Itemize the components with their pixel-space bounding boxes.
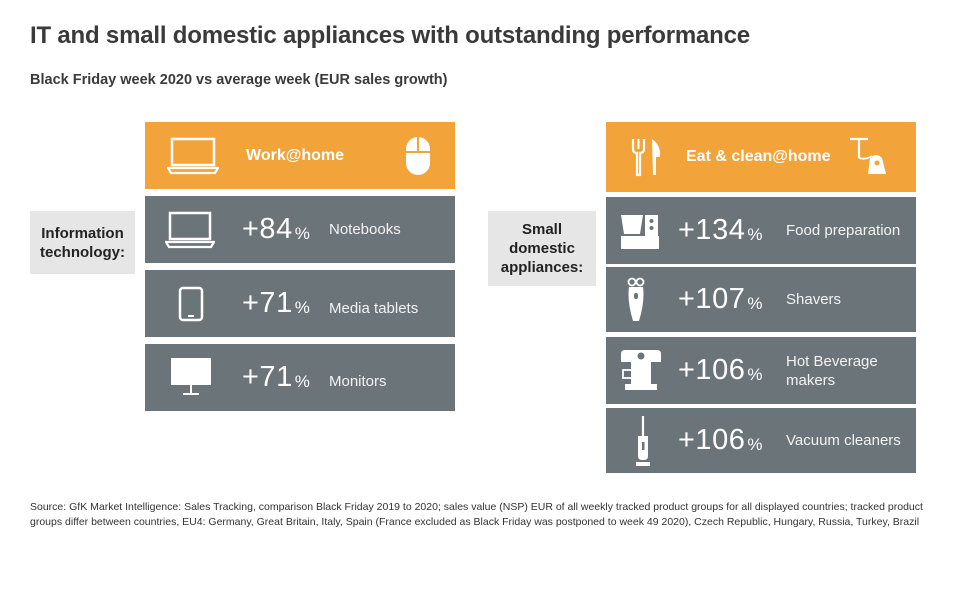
product-name: Hot Beverage makers	[786, 352, 878, 389]
vacuum-cleaner-icon	[633, 414, 651, 468]
product-name: Monitors	[329, 373, 387, 390]
monitor-icon	[170, 357, 212, 397]
product-name: Vacuum cleaners	[786, 432, 901, 449]
growth-value: +71%	[242, 361, 311, 393]
row-vacuum-cleaners: +106% Vacuum cleaners	[606, 408, 916, 473]
row-notebooks: +84% Notebooks	[145, 196, 455, 263]
coffee-machine-icon	[619, 348, 663, 392]
growth-value: +106%	[678, 424, 763, 456]
row-media-tablets: +71% Media tablets	[145, 270, 455, 337]
page-subtitle: Black Friday week 2020 vs average week (…	[30, 72, 448, 88]
header-work-at-home: Work@home	[145, 122, 455, 189]
header-label: Work@home	[246, 146, 344, 164]
page-title: IT and small domestic appliances with ou…	[30, 22, 750, 49]
growth-value: +134%	[678, 214, 763, 246]
product-name: Media tablets	[329, 300, 419, 317]
laptop-icon	[165, 211, 215, 249]
product-name: Notebooks	[329, 221, 401, 238]
row-monitors: +71% Monitors	[145, 344, 455, 411]
mouse-icon	[404, 135, 432, 177]
shaver-icon	[626, 277, 646, 323]
iron-icon	[846, 136, 890, 178]
row-food-preparation: +134% Food preparation	[606, 197, 916, 264]
growth-value: +84%	[242, 213, 311, 245]
growth-value: +106%	[678, 354, 763, 386]
header-eat-clean-at-home: Eat & clean@home	[606, 122, 916, 192]
food-processor-icon	[620, 212, 660, 250]
growth-value: +71%	[242, 287, 311, 319]
product-name: Food preparation	[786, 222, 901, 239]
header-label: Eat & clean@home	[686, 148, 831, 165]
category-label-sda: Small domestic appliances:	[488, 211, 596, 286]
row-shavers: +107% Shavers	[606, 267, 916, 332]
source-note: Source: GfK Market Intelligence: Sales T…	[30, 501, 923, 528]
category-label-it: Information technology:	[30, 211, 135, 274]
row-hot-beverage-makers: +106% Hot Beverage makers	[606, 337, 916, 404]
laptop-icon	[167, 137, 219, 175]
growth-value: +107%	[678, 283, 763, 315]
tablet-icon	[178, 286, 204, 322]
product-name: Shavers	[786, 291, 842, 308]
cutlery-icon	[630, 137, 664, 177]
